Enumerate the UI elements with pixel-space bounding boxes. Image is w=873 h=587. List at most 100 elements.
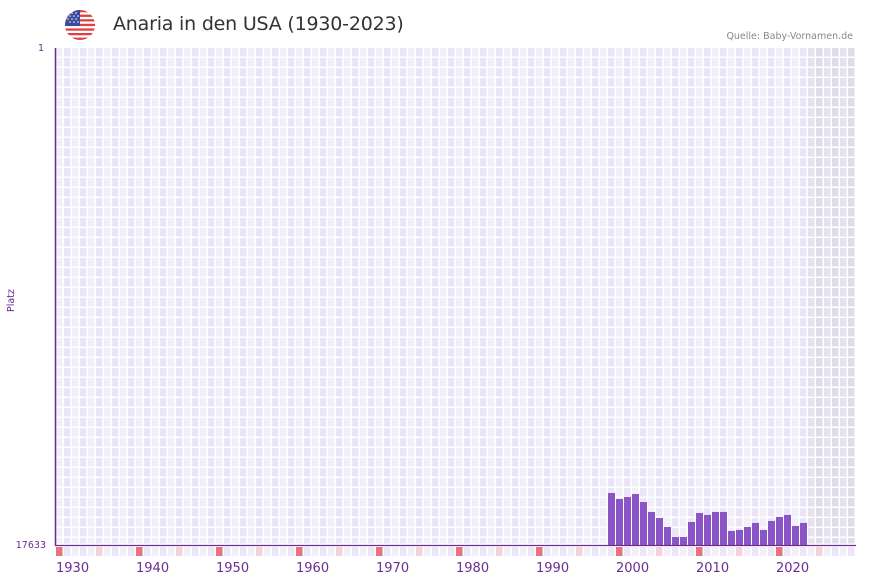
rank-bar [640,501,647,545]
rank-bar [728,530,735,545]
year-marker [840,547,847,556]
year-marker [416,547,423,556]
year-marker [488,547,495,556]
rank-bar [704,514,711,545]
year-marker [832,547,839,556]
year-marker [728,547,735,556]
year-marker [144,547,151,556]
rank-bar [720,511,727,545]
year-marker [768,547,775,556]
year-marker [408,547,415,556]
year-marker [440,547,447,556]
year-marker [384,547,391,556]
rank-bar [768,520,775,545]
year-marker [360,547,367,556]
year-marker [624,547,631,556]
year-marker [792,547,799,556]
rank-bar [712,511,719,545]
year-marker [536,547,543,556]
year-marker [712,547,719,556]
rank-bar [624,496,631,545]
year-marker [560,547,567,556]
x-tick-label: 2020 [776,561,810,576]
year-marker [64,547,71,556]
year-marker [800,547,807,556]
rank-bar [672,536,679,545]
year-marker [112,547,119,556]
year-marker [368,547,375,556]
year-marker [616,547,623,556]
x-tick-label: 1960 [296,561,330,576]
x-tick-label: 2010 [696,561,730,576]
year-marker [192,547,199,556]
year-marker [224,547,231,556]
year-marker [544,547,551,556]
x-tick-label: 2000 [616,561,650,576]
year-marker [288,547,295,556]
rank-bar [632,493,639,545]
year-marker [304,547,311,556]
year-marker [592,547,599,556]
year-marker [432,547,439,556]
rank-bar [800,522,807,545]
year-marker [520,547,527,556]
year-marker [88,547,95,556]
year-marker [824,547,831,556]
rank-bar [664,526,671,545]
year-marker [312,547,319,556]
rank-bar [696,512,703,545]
year-marker [464,547,471,556]
year-marker [328,547,335,556]
year-marker [552,547,559,556]
rank-bar [744,526,751,545]
rank-bar [784,514,791,545]
year-marker [672,547,679,556]
x-tick-label: 1940 [136,561,170,576]
year-marker [400,547,407,556]
source-label: Quelle: Baby-Vornamen.de [726,31,853,42]
year-marker [392,547,399,556]
year-marker [496,547,503,556]
year-marker [776,547,783,556]
year-marker [528,547,535,556]
year-marker [168,547,175,556]
rank-bar [752,522,759,545]
year-marker [608,547,615,556]
year-marker [512,547,519,556]
year-marker [184,547,191,556]
year-marker [352,547,359,556]
us-flag-icon [65,10,95,40]
year-marker [688,547,695,556]
x-tick-label: 1950 [216,561,250,576]
year-marker [320,547,327,556]
year-marker [96,547,103,556]
rank-bar [656,517,663,545]
year-marker [752,547,759,556]
chart-title: Anaria in den USA (1930-2023) [113,13,404,35]
year-marker [120,547,127,556]
year-marker [448,547,455,556]
year-marker [296,547,303,556]
year-marker [128,547,135,556]
year-marker [504,547,511,556]
year-marker [280,547,287,556]
year-marker [264,547,271,556]
year-marker [664,547,671,556]
year-marker [632,547,639,556]
y-tick-bottom: 17633 [15,540,46,551]
rank-bar [608,492,615,545]
year-marker [656,547,663,556]
rank-bar [680,536,687,545]
year-marker [848,547,855,556]
year-marker [200,547,207,556]
rank-bar [760,529,767,545]
y-tick-top: 1 [37,43,44,54]
year-marker [240,547,247,556]
year-marker [216,547,223,556]
x-tick-label: 1930 [56,561,90,576]
rank-bar [736,529,743,545]
year-marker [72,547,79,556]
x-tick-label: 1980 [456,561,490,576]
year-marker [256,547,263,556]
